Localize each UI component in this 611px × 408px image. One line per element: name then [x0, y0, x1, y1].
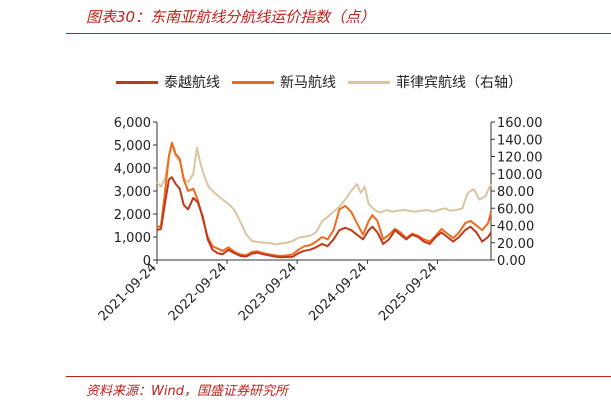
x-tick-label: 2021-09-24 [96, 260, 160, 324]
y-left-tick-label: 0 [143, 254, 151, 269]
figure-title: 图表30：东南亚航线分航线运价指数（点） [86, 8, 376, 26]
y-right-tick-label: 160.00 [497, 116, 543, 131]
y-right-tick-label: 80.00 [497, 185, 534, 200]
y-right-tick-label: 0.00 [497, 254, 526, 269]
y-left-tick-label: 6,000 [114, 116, 151, 131]
chart-series [156, 141, 492, 259]
y-right-tick-label: 120.00 [497, 151, 543, 166]
y-right-tick-label: 60.00 [497, 202, 534, 217]
legend-item-sgmy: 新马航线 [232, 72, 336, 92]
line-chart: 0 1,000 2,000 3,000 4,000 5,000 6,000 0.00 20.00… [96, 116, 543, 324]
chart-axes [153, 121, 495, 264]
legend-swatch-sgmy [232, 80, 274, 84]
y-right-tick-label: 40.00 [497, 220, 534, 235]
legend-item-ph: 菲律宾航线（右轴） [348, 72, 522, 92]
y-right-tick-label: 100.00 [497, 168, 543, 183]
y-left-tick-label: 3,000 [114, 185, 151, 200]
x-tick-label: 2024-09-24 [306, 260, 370, 324]
legend-item-thai: 泰越航线 [116, 72, 220, 92]
y-left-tick-label: 1,000 [114, 231, 151, 246]
y-right-tick-label: 20.00 [497, 237, 534, 252]
source-rule [66, 376, 611, 377]
y-left-tick-label: 5,000 [114, 139, 151, 154]
y-right-tick-label: 140.00 [497, 133, 543, 148]
legend-label-ph: 菲律宾航线（右轴） [396, 75, 522, 91]
legend-label-sgmy: 新马航线 [280, 75, 336, 91]
chart-legend: 泰越航线 新马航线 菲律宾航线（右轴） [0, 72, 611, 94]
x-tick-label: 2022-09-24 [166, 260, 230, 324]
series-line-ph [156, 142, 492, 246]
y-left-tick-label: 2,000 [114, 208, 151, 223]
x-tick-label: 2023-09-24 [236, 260, 300, 324]
legend-label-thai: 泰越航线 [164, 75, 220, 91]
legend-swatch-ph [348, 80, 390, 84]
title-rule [66, 33, 611, 34]
series-line-thai [156, 176, 492, 259]
x-tick-label: 2025-09-24 [376, 260, 440, 324]
legend-swatch-thai [116, 80, 158, 84]
y-left-tick-label: 4,000 [114, 162, 151, 177]
figure-source: 资料来源：Wind，国盛证券研究所 [86, 384, 288, 399]
